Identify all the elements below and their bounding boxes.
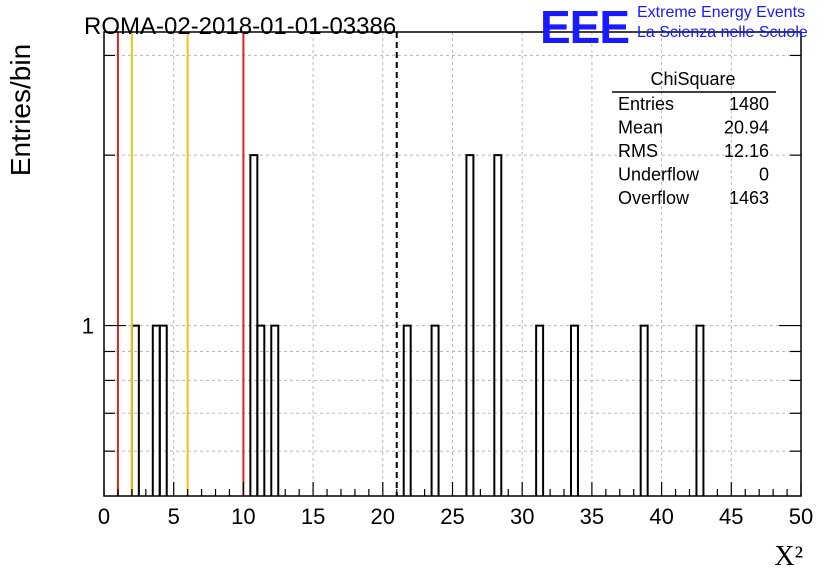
x-tick-label: 45	[719, 504, 743, 529]
stats-row-value: 1480	[729, 94, 769, 114]
x-axis-label: X²	[774, 541, 803, 572]
x-tick-label: 35	[580, 504, 604, 529]
y-tick-label: 1	[82, 314, 94, 339]
histogram-series	[130, 154, 705, 496]
y-axis-ticks: 1	[82, 54, 801, 452]
histogram-bar	[465, 154, 475, 496]
x-tick-label: 30	[510, 504, 534, 529]
eee-logo: EEE Extreme Energy Events La Scienza nel…	[540, 1, 830, 53]
stats-row-label: Mean	[618, 118, 663, 138]
histogram-bar	[270, 324, 280, 496]
logo-line-1: Extreme Energy Events	[637, 4, 806, 21]
chart-title: ROMA-02-2018-01-01-03386	[84, 13, 396, 40]
x-tick-label: 15	[301, 504, 325, 529]
logo-line-2: La Scienza nelle Scuole	[637, 24, 808, 41]
x-tick-label: 5	[168, 504, 180, 529]
stats-row-value: 20.94	[724, 118, 769, 138]
histogram-bar	[493, 154, 503, 496]
x-tick-label: 20	[371, 504, 395, 529]
histogram-bar	[569, 324, 579, 496]
reference-lines	[116, 32, 398, 496]
stats-row-value: 12.16	[724, 141, 769, 161]
x-tick-label: 0	[98, 504, 110, 529]
histogram-bar	[402, 324, 412, 496]
histogram-bar	[430, 324, 440, 496]
x-axis-ticks: 0 5 10 15 20 25 30 35 40 45 50	[98, 482, 813, 529]
histogram-bar	[535, 324, 545, 496]
x-tick-label: 25	[440, 504, 464, 529]
stats-row-label: Underflow	[618, 165, 700, 185]
stats-row-label: Entries	[618, 94, 674, 114]
stats-row-label: Overflow	[618, 188, 690, 208]
x-tick-label: 50	[789, 504, 813, 529]
stats-box: ChiSquare Entries 1480 Mean 20.94 RMS 12.16 Un…	[612, 69, 776, 208]
x-tick-label: 40	[649, 504, 673, 529]
stats-title: ChiSquare	[650, 69, 735, 89]
histogram-bar	[695, 324, 705, 496]
histogram-bar	[256, 324, 266, 496]
stats-row-value: 1463	[729, 188, 769, 208]
grid-lines	[104, 32, 801, 496]
y-axis-label: Entries/bin	[5, 44, 36, 176]
stats-row-label: RMS	[618, 141, 658, 161]
stats-row-value: 0	[759, 165, 769, 185]
stats-rows: Entries 1480 Mean 20.94 RMS 12.16 Underflow 0 Ov…	[618, 94, 769, 208]
x-tick-label: 10	[231, 504, 255, 529]
histogram-bar	[639, 324, 649, 496]
logo-mark: EEE	[540, 1, 630, 53]
histogram-bar	[158, 324, 168, 496]
